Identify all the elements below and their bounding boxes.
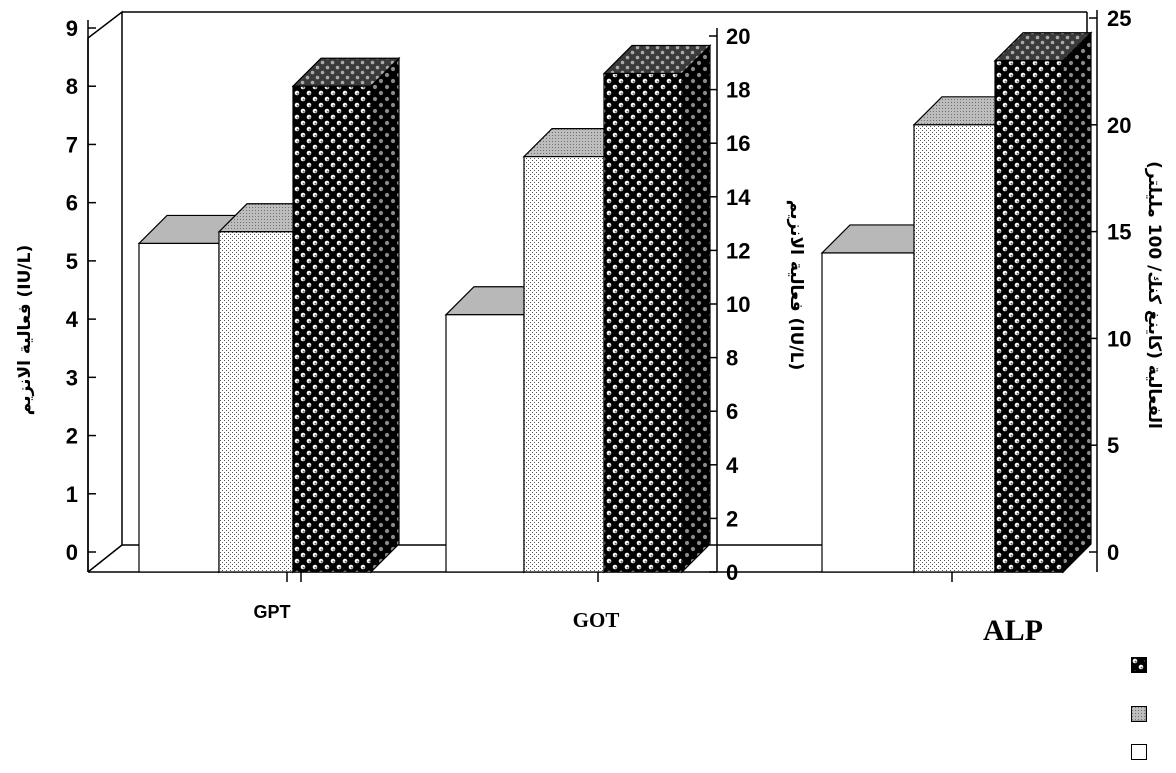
y-tick-label-left: 8 <box>66 74 78 99</box>
bar-front-face <box>445 314 525 573</box>
y-tick-label-middle: 6 <box>726 399 738 424</box>
bar-got-checker <box>602 44 712 574</box>
y-tick-label-left: 3 <box>66 365 78 390</box>
bar-side-face <box>1062 31 1092 574</box>
bars-layer <box>137 31 1093 574</box>
bar-front-face <box>603 72 683 573</box>
y-tick-label-left: 7 <box>66 132 78 157</box>
bar-front-face <box>523 156 605 573</box>
bar-alp-checker <box>993 31 1093 574</box>
y-tick-label-middle: 16 <box>726 131 750 156</box>
y-tick-label-right: 20 <box>1107 113 1131 138</box>
y-tick-label-right: 25 <box>1107 6 1131 31</box>
bar-front-face <box>138 242 220 573</box>
legend-swatch-checker <box>1131 657 1147 673</box>
y-tick-label-middle: 10 <box>726 292 750 317</box>
bar-front-face <box>913 124 996 573</box>
y-tick-label-middle: 20 <box>726 24 750 49</box>
y-tick-label-right: 0 <box>1107 540 1119 565</box>
y-tick-label-left: 9 <box>66 16 78 41</box>
y-tick-label-right: 5 <box>1107 433 1119 458</box>
y-tick-label-right: 15 <box>1107 220 1131 245</box>
y-tick-label-left: 2 <box>66 424 78 449</box>
y-tick-label-middle: 2 <box>726 506 738 531</box>
bar-gpt-checker <box>291 56 401 574</box>
y-tick-label-left: 6 <box>66 191 78 216</box>
y-axis-title-left: فعالية الانزيم (IU/L) <box>15 245 35 415</box>
y-tick-label-middle: 8 <box>726 346 738 371</box>
y-tick-label-left: 5 <box>66 249 78 274</box>
floor-left-edge <box>87 544 123 573</box>
y-tick-label-middle: 18 <box>726 78 750 103</box>
bar-side-face <box>681 44 711 574</box>
category-label-alp: ALP <box>983 614 1043 647</box>
back-wall-edge <box>87 10 123 572</box>
legend-swatch-white <box>1131 744 1147 760</box>
y-tick-label-left: 0 <box>66 540 78 565</box>
category-label-gpt: GPT <box>253 602 290 622</box>
y-tick-label-right: 10 <box>1107 326 1131 351</box>
y-axis-title-middle: فعالية الانزيم (IU/L) <box>786 200 806 370</box>
y-tick-label-middle: 12 <box>726 238 750 263</box>
y-tick-label-middle: 4 <box>726 453 739 478</box>
y-tick-label-left: 1 <box>66 482 78 507</box>
bar-front-face <box>821 252 915 573</box>
y-tick-label-middle: 0 <box>726 560 738 585</box>
y-tick-label-middle: 14 <box>726 185 751 210</box>
legend-swatch-dotted <box>1131 706 1147 722</box>
bar-front-face <box>292 85 372 573</box>
bar-front-face <box>994 60 1064 573</box>
bar-side-face <box>370 56 400 574</box>
category-label-got: GOT <box>573 608 620 632</box>
y-tick-label-left: 4 <box>66 307 79 332</box>
y-axis-title-right: الفعالية (كاينغ كنك/ 100 مليلتر) <box>1144 161 1164 429</box>
bar-front-face <box>218 231 294 573</box>
